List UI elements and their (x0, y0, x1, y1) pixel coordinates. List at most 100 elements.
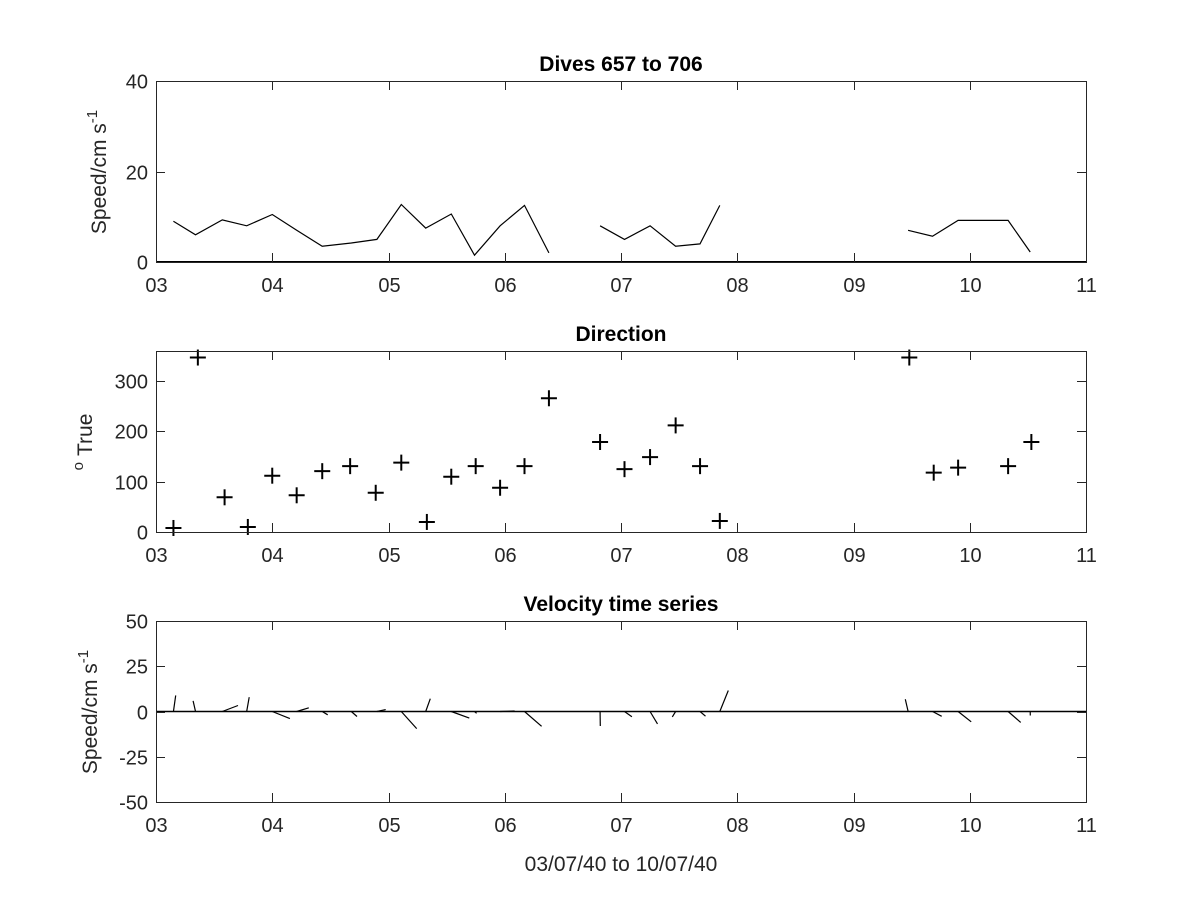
direction-xtick-label: 07 (610, 545, 632, 567)
direction-point (711, 512, 728, 529)
velocity-ytick-label: -50 (119, 793, 148, 815)
direction-point (950, 459, 967, 476)
direction-point (418, 513, 435, 530)
velocity-stick (649, 711, 659, 725)
velocity-stick (699, 711, 706, 717)
direction-point (393, 454, 410, 471)
velocity-stick (1007, 711, 1022, 723)
velocity-stick (350, 711, 358, 717)
direction-xtick-label: 08 (726, 545, 748, 567)
direction-point (642, 449, 659, 466)
direction-ytick-label: 200 (115, 422, 148, 444)
velocity-stick (321, 710, 329, 716)
velocity-xtick-label: 10 (959, 815, 981, 837)
velocity-panel: Velocity time series 03 04 05 06 07 08 09 10 11 -… (75, 593, 1097, 876)
direction-point (367, 484, 384, 501)
speed-ticks: 03 04 05 06 07 08 09 10 11 0 20 40 (126, 72, 1097, 298)
speed-ylabel-superscript: -1 (84, 110, 101, 123)
velocity-stick (222, 704, 239, 713)
speed-series-line (599, 205, 721, 247)
direction-ylabel-superscript: o (70, 462, 87, 470)
velocity-xtick-label: 05 (378, 815, 400, 837)
direction-ylabel: o True (70, 414, 97, 471)
direction-point (925, 464, 942, 481)
speed-xtick-label: 06 (494, 275, 516, 297)
speed-ytick-label: 20 (126, 163, 148, 185)
velocity-stick (172, 695, 177, 712)
velocity-stick (192, 700, 197, 712)
velocity-stick (671, 711, 677, 718)
direction-panel-title: Direction (575, 323, 666, 346)
velocity-stick (932, 710, 942, 717)
direction-ytick-label: 0 (137, 523, 148, 545)
speed-xtick-label: 03 (145, 275, 167, 297)
speed-xtick-label: 10 (959, 275, 981, 297)
velocity-stick (624, 711, 633, 718)
speed-ytick-label: 0 (137, 253, 148, 275)
velocity-xtick-label: 06 (494, 815, 516, 837)
speed-ytick-label: 40 (126, 72, 148, 94)
direction-point (901, 349, 918, 366)
velocity-stick (904, 699, 909, 712)
direction-point (216, 489, 233, 506)
direction-xtick-label: 09 (843, 545, 865, 567)
velocity-stick (451, 710, 470, 719)
velocity-stick (376, 709, 386, 713)
velocity-xtick-label: 11 (1076, 815, 1097, 837)
direction-data-layer (165, 349, 1040, 536)
direction-xtick-label: 10 (959, 545, 981, 567)
velocity-panel-title: Velocity time series (524, 593, 719, 616)
speed-xtick-label: 08 (726, 275, 748, 297)
speed-xtick-label: 05 (378, 275, 400, 297)
speed-xtick-label: 11 (1076, 275, 1097, 297)
direction-ylabel-text: True (74, 414, 97, 456)
direction-point (342, 458, 359, 475)
direction-xtick-label: 05 (378, 545, 400, 567)
velocity-stick (425, 698, 431, 712)
direction-point (264, 467, 281, 484)
velocity-stick (524, 711, 542, 727)
velocity-stick (246, 697, 250, 712)
velocity-xlabel: 03/07/40 to 10/07/40 (525, 853, 718, 876)
speed-series-line (907, 219, 1031, 253)
direction-point (616, 461, 633, 478)
velocity-ytick-label: 50 (126, 612, 148, 634)
velocity-stick (500, 710, 515, 713)
speed-xtick-label: 09 (843, 275, 865, 297)
velocity-stick (719, 690, 729, 712)
direction-point (165, 519, 182, 536)
direction-point (1000, 458, 1017, 475)
velocity-data-layer (156, 690, 1086, 730)
velocity-xtick-label: 09 (843, 815, 865, 837)
velocity-stick (957, 711, 972, 723)
velocity-stick (400, 711, 418, 730)
velocity-stick (272, 710, 291, 720)
direction-point (540, 390, 557, 407)
speed-xtick-label: 07 (610, 275, 632, 297)
direction-point (516, 458, 533, 475)
direction-point (592, 434, 609, 451)
direction-point (314, 463, 331, 480)
speed-ylabel: Speed/cm s-1 (84, 110, 111, 234)
direction-point (443, 468, 460, 485)
velocity-ylabel: Speed/cm s-1 (75, 650, 102, 774)
speed-panel: Dives 657 to 706 03 04 05 06 07 08 09 10 11 0 20 40… (84, 53, 1097, 297)
velocity-ylabel-superscript: -1 (75, 650, 92, 663)
direction-point (288, 487, 305, 504)
speed-xtick-label: 04 (261, 275, 283, 297)
direction-point (692, 458, 709, 475)
direction-xtick-label: 06 (494, 545, 516, 567)
direction-ticks: 03 04 05 06 07 08 09 10 11 0 100 200 300 (115, 351, 1097, 567)
velocity-ytick-label: 0 (137, 703, 148, 725)
direction-panel: Direction 03 04 05 06 07 08 09 10 11 0 100 200 300 o… (70, 323, 1097, 567)
direction-point (1023, 434, 1040, 451)
speed-ylabel-text: Speed/cm s (88, 123, 111, 234)
velocity-ticks: 03 04 05 06 07 08 09 10 11 -50 -25 0 25 50 (119, 612, 1097, 838)
velocity-xtick-label: 03 (145, 815, 167, 837)
velocity-ytick-label: -25 (119, 748, 148, 770)
velocity-xtick-label: 04 (261, 815, 283, 837)
velocity-xtick-label: 08 (726, 815, 748, 837)
velocity-ylabel-text: Speed/cm s (79, 663, 102, 774)
velocity-stick (296, 707, 309, 713)
